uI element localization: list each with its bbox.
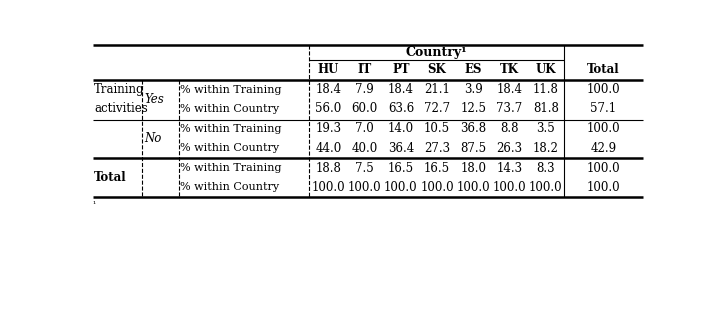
Text: 19.3: 19.3: [316, 122, 342, 135]
Text: 10.5: 10.5: [424, 122, 450, 135]
Text: 18.2: 18.2: [533, 141, 558, 155]
Text: 18.4: 18.4: [388, 83, 414, 96]
Text: 100.0: 100.0: [586, 162, 620, 175]
Text: No: No: [145, 132, 162, 145]
Text: 7.9: 7.9: [355, 83, 374, 96]
Text: 36.4: 36.4: [388, 141, 414, 155]
Text: 100.0: 100.0: [311, 181, 345, 194]
Text: PT: PT: [392, 63, 410, 77]
Text: 100.0: 100.0: [493, 181, 526, 194]
Text: 18.8: 18.8: [316, 162, 342, 175]
Text: ¹: ¹: [92, 201, 96, 209]
Text: 100.0: 100.0: [384, 181, 417, 194]
Text: 18.0: 18.0: [460, 162, 486, 175]
Text: 100.0: 100.0: [586, 181, 620, 194]
Text: % within Training: % within Training: [180, 85, 281, 95]
Text: 8.8: 8.8: [500, 122, 519, 135]
Text: 12.5: 12.5: [460, 102, 486, 115]
Text: SK: SK: [427, 63, 447, 77]
Text: 11.8: 11.8: [533, 83, 558, 96]
Text: 81.8: 81.8: [533, 102, 558, 115]
Text: 100.0: 100.0: [348, 181, 382, 194]
Text: 3.5: 3.5: [536, 122, 555, 135]
Text: IT: IT: [357, 63, 372, 77]
Text: Yes: Yes: [145, 93, 164, 106]
Text: HU: HU: [318, 63, 339, 77]
Text: ES: ES: [465, 63, 482, 77]
Text: 8.3: 8.3: [536, 162, 555, 175]
Text: Total: Total: [94, 171, 127, 184]
Text: 40.0: 40.0: [352, 141, 378, 155]
Text: 63.6: 63.6: [388, 102, 414, 115]
Text: activities: activities: [94, 102, 148, 115]
Text: % within Training: % within Training: [180, 124, 281, 134]
Text: % within Training: % within Training: [180, 163, 281, 173]
Text: 7.0: 7.0: [355, 122, 374, 135]
Text: TK: TK: [500, 63, 519, 77]
Text: % within Country: % within Country: [180, 143, 279, 153]
Text: 21.1: 21.1: [424, 83, 450, 96]
Text: 100.0: 100.0: [586, 122, 620, 135]
Text: UK: UK: [536, 63, 556, 77]
Text: 14.0: 14.0: [388, 122, 414, 135]
Text: 100.0: 100.0: [529, 181, 563, 194]
Text: % within Country: % within Country: [180, 182, 279, 193]
Text: 100.0: 100.0: [457, 181, 490, 194]
Text: 42.9: 42.9: [590, 141, 616, 155]
Text: 100.0: 100.0: [420, 181, 454, 194]
Text: Country¹: Country¹: [405, 46, 467, 59]
Text: 36.8: 36.8: [460, 122, 486, 135]
Text: 100.0: 100.0: [586, 83, 620, 96]
Text: 73.7: 73.7: [496, 102, 523, 115]
Text: 14.3: 14.3: [496, 162, 523, 175]
Text: 56.0: 56.0: [315, 102, 342, 115]
Text: 26.3: 26.3: [496, 141, 523, 155]
Text: Training: Training: [94, 83, 145, 96]
Text: Total: Total: [587, 63, 619, 77]
Text: 16.5: 16.5: [388, 162, 414, 175]
Text: 57.1: 57.1: [590, 102, 616, 115]
Text: 18.4: 18.4: [316, 83, 342, 96]
Text: 87.5: 87.5: [460, 141, 486, 155]
Text: 27.3: 27.3: [424, 141, 450, 155]
Text: 7.5: 7.5: [355, 162, 374, 175]
Text: % within Country: % within Country: [180, 104, 279, 114]
Text: 72.7: 72.7: [424, 102, 450, 115]
Text: 44.0: 44.0: [315, 141, 342, 155]
Text: 18.4: 18.4: [496, 83, 523, 96]
Text: 16.5: 16.5: [424, 162, 450, 175]
Text: 60.0: 60.0: [352, 102, 378, 115]
Text: 3.9: 3.9: [464, 83, 483, 96]
